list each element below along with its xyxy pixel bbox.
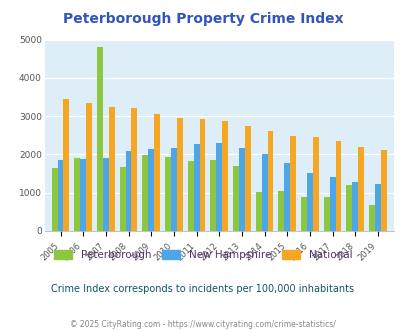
- Text: © 2025 CityRating.com - https://www.cityrating.com/crime-statistics/: © 2025 CityRating.com - https://www.city…: [70, 320, 335, 329]
- Bar: [80, 159, 86, 231]
- Bar: [290, 136, 295, 231]
- Bar: [165, 157, 171, 231]
- Bar: [239, 148, 244, 231]
- Bar: [103, 158, 109, 231]
- Bar: [374, 184, 380, 231]
- Bar: [306, 173, 312, 231]
- Bar: [301, 197, 306, 231]
- Bar: [125, 150, 131, 231]
- Bar: [216, 143, 222, 231]
- Text: Peterborough Property Crime Index: Peterborough Property Crime Index: [62, 12, 343, 25]
- Bar: [74, 158, 80, 231]
- Bar: [284, 163, 290, 231]
- Bar: [357, 147, 363, 231]
- Bar: [148, 149, 154, 231]
- Bar: [267, 131, 273, 231]
- Bar: [51, 168, 58, 231]
- Bar: [335, 142, 341, 231]
- Bar: [109, 107, 115, 231]
- Bar: [329, 178, 335, 231]
- Bar: [86, 103, 92, 231]
- Bar: [97, 47, 103, 231]
- Bar: [142, 155, 148, 231]
- Bar: [368, 205, 374, 231]
- Bar: [352, 182, 357, 231]
- Bar: [58, 160, 63, 231]
- Bar: [312, 137, 318, 231]
- Text: Crime Index corresponds to incidents per 100,000 inhabitants: Crime Index corresponds to incidents per…: [51, 284, 354, 294]
- Bar: [244, 126, 250, 231]
- Bar: [255, 192, 261, 231]
- Bar: [154, 114, 160, 231]
- Bar: [323, 197, 329, 231]
- Bar: [261, 154, 267, 231]
- Bar: [171, 148, 177, 231]
- Bar: [63, 99, 69, 231]
- Bar: [177, 118, 182, 231]
- Bar: [232, 166, 239, 231]
- Legend: Peterborough, New Hampshire, National: Peterborough, New Hampshire, National: [49, 246, 356, 264]
- Bar: [131, 108, 137, 231]
- Bar: [199, 119, 205, 231]
- Bar: [345, 185, 352, 231]
- Bar: [222, 121, 228, 231]
- Bar: [119, 167, 125, 231]
- Bar: [193, 144, 199, 231]
- Bar: [187, 161, 193, 231]
- Bar: [278, 191, 284, 231]
- Bar: [210, 160, 216, 231]
- Bar: [380, 150, 386, 231]
